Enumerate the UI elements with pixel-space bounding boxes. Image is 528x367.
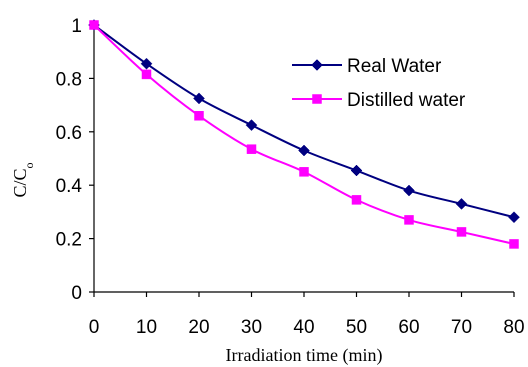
data-point [351,195,362,205]
data-point [193,92,205,105]
y-tick-label: 0 [71,283,82,304]
data-point [246,144,257,154]
x-axis-title: Irradiation time (min) [226,345,383,366]
x-tick-label: 30 [241,317,262,338]
y-tick-label: 0.2 [56,230,82,251]
data-point [403,184,415,197]
x-tick-label: 60 [398,317,419,338]
y-axis-title: C/Co [10,162,36,197]
series-2 [89,20,519,249]
data-point [509,239,519,249]
x-tick-label: 50 [346,317,367,338]
x-tick-label: 40 [293,317,314,338]
data-point [141,69,152,80]
data-point [350,164,363,177]
data-point [245,119,258,131]
y-tick-label: 0.4 [56,176,83,197]
legend-item: Real Water [292,56,442,77]
data-point [299,167,309,177]
data-point [194,111,204,121]
y-tick-label: 0.6 [56,123,82,144]
data-point [89,20,99,30]
legend: Real Water Distilled water [292,56,466,111]
legend-item: Distilled water [292,90,466,111]
data-point [140,57,153,70]
data-point [508,211,520,224]
x-ticks: 0 10 20 30 40 50 60 70 80 [89,292,525,338]
y-axis-title-subscript: o [22,162,36,168]
data-point [455,198,468,210]
series-line [93,24,515,245]
data-point [298,144,310,157]
series-layer [88,19,520,249]
x-tick-label: 10 [136,317,157,338]
legend-label: Real Water [347,56,442,77]
x-tick-label: 0 [89,317,100,338]
x-tick-label: 70 [451,317,472,338]
y-ticks: 0 0.2 0.4 0.6 0.8 1 [56,16,94,304]
series-1 [88,19,520,224]
y-axis-title-main: C/C [10,168,30,197]
data-point [404,215,414,225]
legend-marker [311,59,323,71]
legend-marker [312,94,322,104]
data-point [456,227,467,237]
y-tick-label: 1 [71,16,82,37]
y-tick-label: 0.8 [56,69,82,90]
x-tick-label: 80 [503,317,524,338]
legend-label: Distilled water [347,90,466,111]
series-line [93,24,515,219]
x-tick-label: 20 [188,317,209,338]
